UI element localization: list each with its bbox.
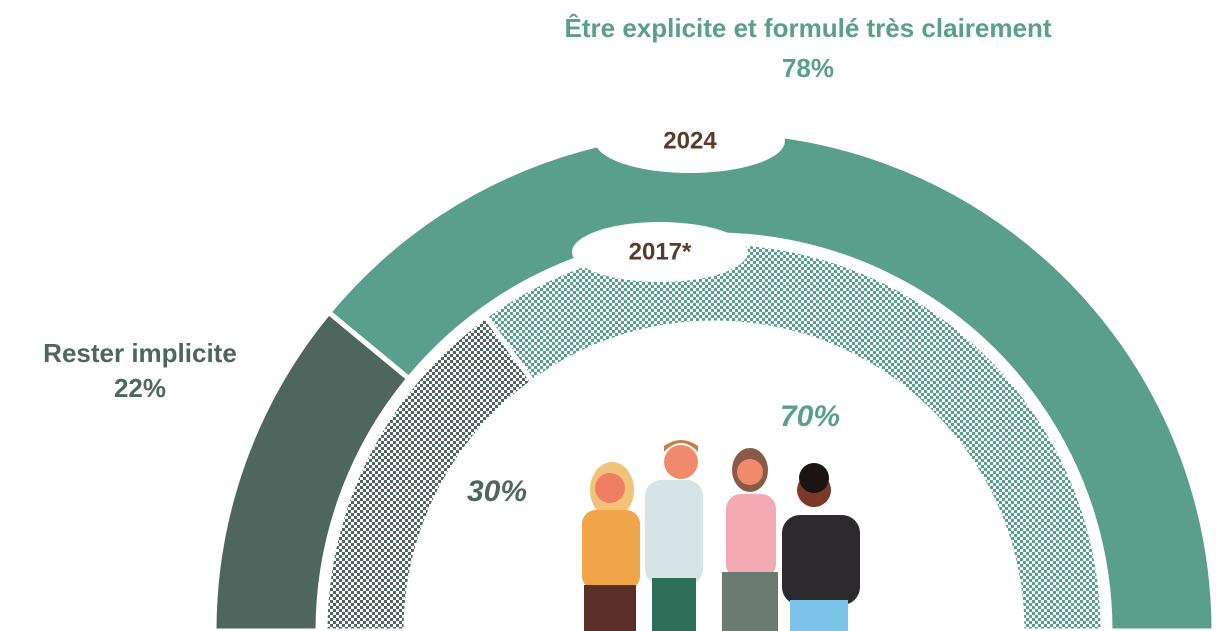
people-illustration	[582, 440, 860, 631]
category-label: Être explicite et formulé très clairemen…	[565, 13, 1052, 43]
labels: Rester implicite 22% Être explicite et for…	[43, 13, 1052, 508]
ring-name: 2024	[663, 127, 717, 154]
category-label: Rester implicite	[43, 338, 237, 368]
value-label: 30%	[467, 475, 527, 508]
ring-name: 2017*	[629, 238, 692, 265]
value-label: 22%	[114, 373, 166, 403]
rings	[211, 128, 1216, 631]
value-label: 78%	[782, 53, 834, 83]
value-label: 70%	[780, 400, 840, 433]
ring-name-badge	[572, 222, 748, 282]
ring-name-badge	[595, 109, 785, 173]
